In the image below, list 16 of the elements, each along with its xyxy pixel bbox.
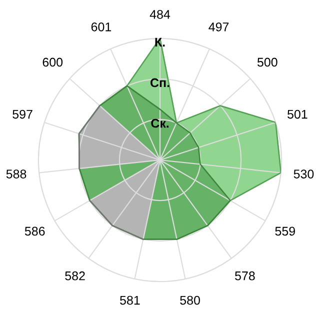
spoke-label: 484: [150, 10, 170, 19]
spoke-label: 588: [6, 170, 26, 178]
spoke-label: 559: [275, 226, 295, 236]
spoke-label: 578: [235, 271, 255, 280]
spoke-label: 600: [42, 58, 63, 67]
spoke-label: 601: [91, 22, 112, 32]
spoke-label: 586: [24, 226, 45, 236]
spoke-label: 497: [208, 22, 229, 32]
y-tick-label: Сп.: [150, 78, 170, 88]
spoke-label: 580: [180, 296, 200, 305]
spoke-label: 501: [288, 110, 308, 119]
spoke-label: 597: [12, 110, 32, 119]
spoke-label: 500: [257, 58, 278, 67]
spoke-label: 582: [65, 271, 85, 280]
spoke-label: 530: [294, 170, 314, 178]
spoke-label: 581: [120, 296, 140, 305]
